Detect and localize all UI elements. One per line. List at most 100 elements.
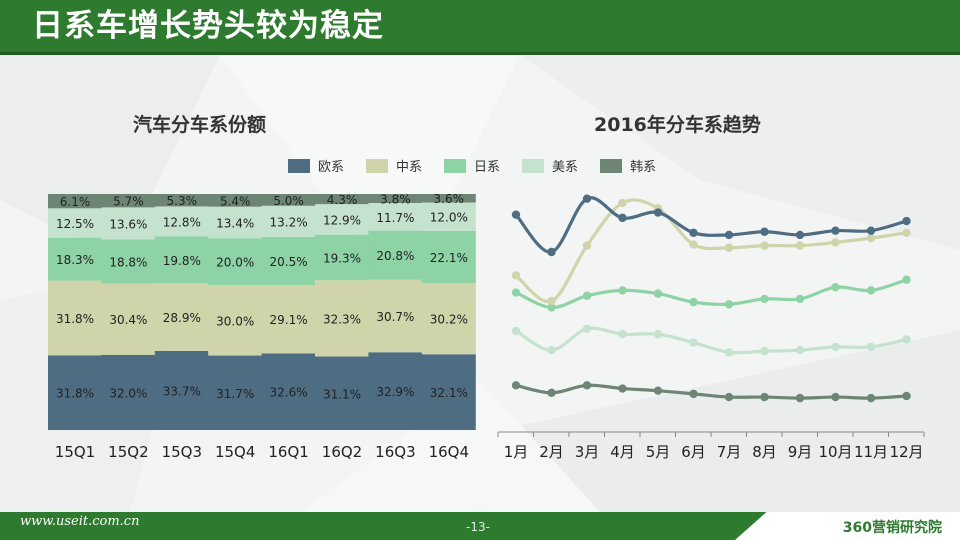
bar-segment	[368, 194, 423, 203]
bar-segment	[421, 230, 476, 283]
data-point	[724, 230, 734, 240]
bar-segment	[101, 207, 156, 240]
bar-segment	[101, 354, 156, 430]
bar-segment	[154, 236, 209, 283]
x-tick-label: 11月	[854, 443, 888, 461]
data-point	[902, 216, 911, 226]
x-tick-label: 15Q1	[55, 443, 95, 461]
x-tick-label: 16Q1	[268, 443, 308, 461]
data-label: 31.1%	[323, 387, 361, 401]
data-point	[618, 213, 627, 223]
page-title: 日系车增长势头较为稳定	[32, 8, 384, 44]
legend-label: 美系	[552, 160, 579, 175]
legend-swatch	[444, 158, 467, 173]
data-label: 20.5%	[270, 255, 308, 269]
data-point	[760, 227, 769, 236]
legend-label: 欧系	[318, 160, 345, 175]
bar-segment	[421, 282, 476, 355]
data-label: 12.9%	[323, 213, 361, 227]
bar-segment	[48, 280, 102, 356]
series-line	[514, 196, 907, 254]
bar-segment	[368, 230, 423, 280]
x-tick-label: 12月	[889, 443, 923, 461]
bar-segment	[261, 353, 316, 430]
data-point	[866, 233, 876, 243]
x-tick-label: 15Q4	[215, 443, 255, 461]
data-point	[902, 335, 911, 344]
bar-segment	[208, 238, 263, 286]
data-point	[582, 241, 592, 250]
data-label: 4.3%	[327, 193, 358, 207]
bar-segment	[368, 202, 423, 231]
x-tick-label: 10月	[818, 443, 852, 461]
legend-swatch	[522, 158, 545, 173]
bar-segment	[421, 202, 476, 231]
data-label: 20.0%	[216, 256, 254, 270]
legend-swatch	[600, 158, 623, 173]
data-point	[689, 389, 698, 399]
data-point	[760, 347, 769, 356]
data-point	[760, 294, 769, 304]
legend-item: 日系	[444, 156, 500, 175]
bar-segment	[154, 282, 209, 351]
data-point	[618, 198, 627, 208]
bar-segment	[208, 194, 263, 207]
brand-logo: 360营销研究院	[735, 512, 960, 540]
data-label: 13.4%	[216, 216, 254, 230]
bar-segment	[315, 356, 369, 430]
data-label: 11.7%	[376, 211, 414, 225]
data-point	[547, 296, 556, 306]
data-point	[511, 326, 521, 336]
bar-segment	[208, 355, 263, 430]
data-point	[547, 247, 556, 257]
legend-label: 日系	[474, 160, 501, 175]
bar-segment	[48, 208, 102, 238]
data-label: 29.1%	[270, 313, 308, 327]
x-tick-label: 5月	[646, 443, 671, 461]
data-label: 19.8%	[163, 254, 201, 268]
legend-swatch	[288, 158, 310, 173]
data-label: 19.3%	[323, 251, 361, 265]
data-point	[582, 194, 592, 203]
x-tick-label: 16Q2	[322, 443, 362, 461]
data-label: 5.7%	[113, 195, 144, 209]
data-point	[866, 342, 876, 352]
data-point	[724, 348, 734, 357]
data-label: 32.9%	[376, 385, 414, 399]
data-point	[902, 275, 911, 284]
data-point	[831, 238, 840, 247]
series-line	[515, 326, 907, 355]
bar-segment	[101, 194, 156, 208]
bar-segment	[208, 285, 263, 356]
data-point	[831, 226, 840, 235]
data-label: 18.8%	[109, 255, 147, 269]
series-line	[515, 278, 907, 310]
data-label: 31.8%	[56, 312, 94, 326]
bar-segment	[48, 355, 102, 430]
data-label: 3.6%	[434, 192, 465, 206]
data-label: 6.1%	[60, 195, 91, 209]
x-tick-label: 7月	[717, 443, 742, 461]
data-label: 30.7%	[376, 310, 414, 324]
bar-segment	[48, 237, 102, 281]
footer-url[interactable]: www.useit.com.cn	[20, 514, 140, 529]
data-point	[902, 391, 911, 401]
bar-segment	[261, 205, 316, 237]
data-point	[831, 283, 840, 292]
legend-label: 中系	[396, 160, 423, 175]
data-label: 18.3%	[56, 253, 94, 267]
x-tick-label: 16Q3	[375, 443, 415, 461]
data-point	[511, 271, 521, 280]
x-tick-label: 4月	[610, 443, 635, 461]
legend-label: 韩系	[630, 160, 657, 175]
legend-item: 欧系	[288, 156, 344, 175]
data-point	[689, 240, 698, 249]
data-label: 32.0%	[109, 386, 147, 400]
x-tick-label: 15Q2	[108, 443, 148, 461]
bar-segment	[421, 354, 476, 430]
data-point	[653, 386, 663, 395]
brand-name: 360营销研究院	[842, 520, 942, 536]
legend-swatch	[366, 158, 389, 173]
data-point	[831, 342, 840, 352]
